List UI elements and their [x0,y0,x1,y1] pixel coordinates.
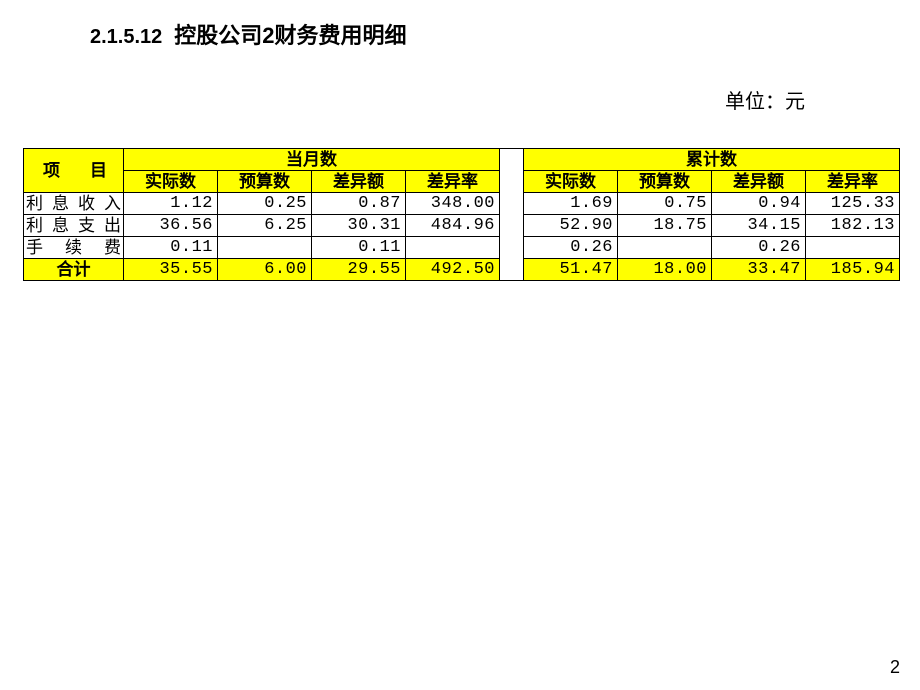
section-title: 控股公司2财务费用明细 [174,18,406,50]
cell: 52.90 [524,215,618,237]
table-row: 利息支出 36.56 6.25 30.31 484.96 52.90 18.75… [24,215,900,237]
cell [218,237,312,259]
subheader-budget-2: 预算数 [618,171,712,193]
row-name: 利息支出 [24,215,124,237]
finance-table: 项目 当月数 累计数 实际数 预算数 差异额 差异率 实际数 预算数 差异额 差… [23,148,899,281]
cell: 33.47 [712,259,806,281]
page-number: 2 [890,657,900,678]
cell: 0.26 [524,237,618,259]
subheader-rate-1: 差异率 [406,171,500,193]
section-number: 2.1.5.12 [90,26,162,49]
cell: 484.96 [406,215,500,237]
cell: 35.55 [124,259,218,281]
row-name: 利息收入 [24,193,124,215]
cell: 125.33 [806,193,900,215]
subheader-actual-1: 实际数 [124,171,218,193]
header-cumulative: 累计数 [524,149,900,171]
cell: 0.11 [312,237,406,259]
gap [500,215,524,237]
gap [500,259,524,281]
cell [406,237,500,259]
total-name: 合计 [24,259,124,281]
cell: 0.25 [218,193,312,215]
table-total-row: 合计 35.55 6.00 29.55 492.50 51.47 18.00 3… [24,259,900,281]
cell: 0.87 [312,193,406,215]
header-current-month: 当月数 [124,149,500,171]
subheader-actual-2: 实际数 [524,171,618,193]
cell: 6.25 [218,215,312,237]
cell: 6.00 [218,259,312,281]
cell: 1.12 [124,193,218,215]
cell: 34.15 [712,215,806,237]
cell: 18.00 [618,259,712,281]
cell: 30.31 [312,215,406,237]
header-gap [500,149,524,193]
cell: 51.47 [524,259,618,281]
cell: 0.75 [618,193,712,215]
table-row: 手续费 0.11 0.11 0.26 0.26 [24,237,900,259]
unit-label: 单位：元 [725,85,805,114]
cell: 36.56 [124,215,218,237]
gap [500,193,524,215]
subheader-budget-1: 预算数 [218,171,312,193]
title-row: 2.1.5.12 控股公司2财务费用明细 [90,18,407,50]
cell: 492.50 [406,259,500,281]
cell: 29.55 [312,259,406,281]
subheader-rate-2: 差异率 [806,171,900,193]
cell [618,237,712,259]
cell: 185.94 [806,259,900,281]
subheader-variance-2: 差异额 [712,171,806,193]
cell [806,237,900,259]
cell: 1.69 [524,193,618,215]
row-name: 手续费 [24,237,124,259]
cell: 0.94 [712,193,806,215]
cell: 0.26 [712,237,806,259]
header-item: 项目 [24,149,124,193]
subheader-variance-1: 差异额 [312,171,406,193]
cell: 182.13 [806,215,900,237]
cell: 348.00 [406,193,500,215]
cell: 18.75 [618,215,712,237]
cell: 0.11 [124,237,218,259]
gap [500,237,524,259]
table-row: 利息收入 1.12 0.25 0.87 348.00 1.69 0.75 0.9… [24,193,900,215]
